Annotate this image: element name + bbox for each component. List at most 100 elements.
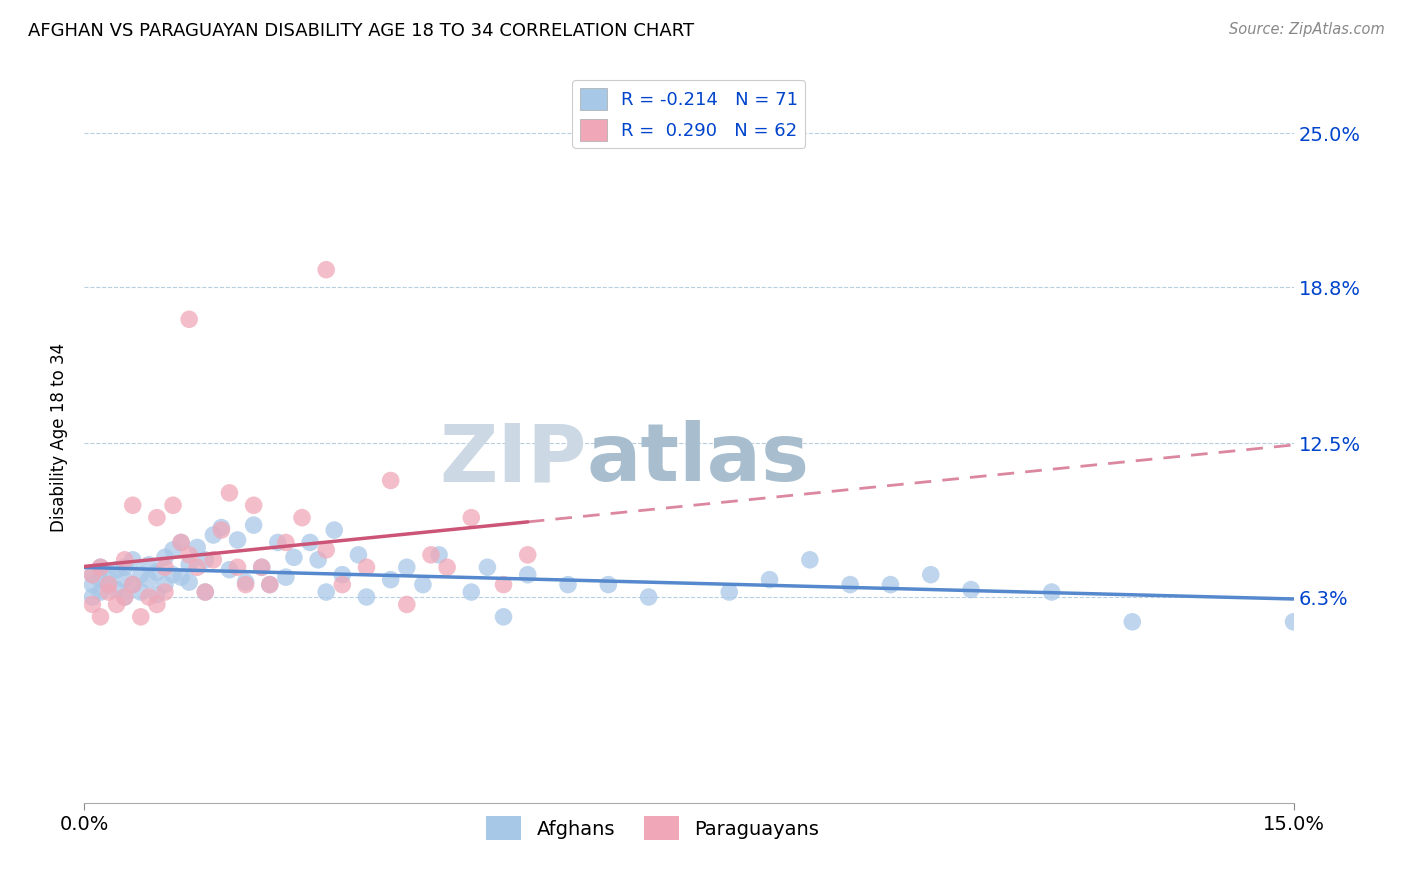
Point <box>330 567 353 582</box>
Point <box>492 610 515 624</box>
Point <box>146 510 169 524</box>
Point <box>799 553 821 567</box>
Point <box>138 573 160 587</box>
Point <box>114 573 136 587</box>
Point <box>226 533 249 547</box>
Point <box>315 262 337 277</box>
Point <box>226 560 249 574</box>
Point <box>718 585 741 599</box>
Point <box>299 535 322 549</box>
Point <box>259 577 281 591</box>
Point <box>920 567 942 582</box>
Point <box>1040 585 1063 599</box>
Point <box>129 610 152 624</box>
Point <box>97 577 120 591</box>
Point <box>477 560 499 574</box>
Point <box>97 577 120 591</box>
Point <box>259 577 281 591</box>
Point <box>557 577 579 591</box>
Point <box>97 567 120 582</box>
Point <box>82 590 104 604</box>
Point <box>97 585 120 599</box>
Point <box>186 541 208 555</box>
Point <box>114 553 136 567</box>
Point <box>274 570 297 584</box>
Text: ZIP: ZIP <box>439 420 586 498</box>
Point <box>839 577 862 591</box>
Point <box>235 575 257 590</box>
Point <box>242 518 264 533</box>
Point <box>114 560 136 574</box>
Point <box>598 577 620 591</box>
Text: AFGHAN VS PARAGUAYAN DISABILITY AGE 18 TO 34 CORRELATION CHART: AFGHAN VS PARAGUAYAN DISABILITY AGE 18 T… <box>28 22 695 40</box>
Point <box>960 582 983 597</box>
Point <box>170 535 193 549</box>
Point <box>129 585 152 599</box>
Point <box>170 570 193 584</box>
Point <box>1282 615 1305 629</box>
Point <box>380 474 402 488</box>
Point <box>179 575 201 590</box>
Point <box>395 598 418 612</box>
Text: atlas: atlas <box>586 420 810 498</box>
Point <box>153 550 176 565</box>
Point <box>121 498 143 512</box>
Point <box>274 535 297 549</box>
Point <box>380 573 402 587</box>
Point <box>179 548 201 562</box>
Point <box>146 565 169 579</box>
Point <box>758 573 780 587</box>
Point <box>194 585 217 599</box>
Point <box>82 598 104 612</box>
Point <box>283 550 305 565</box>
Point <box>179 312 201 326</box>
Point <box>250 560 273 574</box>
Point <box>138 590 160 604</box>
Point <box>162 567 184 582</box>
Point <box>146 588 169 602</box>
Point <box>291 510 314 524</box>
Point <box>412 577 434 591</box>
Point <box>209 523 232 537</box>
Point <box>105 582 128 597</box>
Point <box>194 553 217 567</box>
Point <box>202 528 225 542</box>
Point <box>420 548 443 562</box>
Point <box>356 590 378 604</box>
Point <box>516 548 538 562</box>
Point <box>460 510 482 524</box>
Point <box>89 585 111 599</box>
Point <box>323 523 346 537</box>
Point <box>162 542 184 557</box>
Point <box>89 573 111 587</box>
Point <box>356 560 378 574</box>
Point <box>89 610 111 624</box>
Point <box>162 498 184 512</box>
Point <box>129 567 152 582</box>
Point <box>114 590 136 604</box>
Point <box>460 585 482 599</box>
Point <box>82 577 104 591</box>
Point <box>436 560 458 574</box>
Legend: Afghans, Paraguayans: Afghans, Paraguayans <box>478 809 827 848</box>
Point <box>235 577 257 591</box>
Point <box>105 563 128 577</box>
Point <box>105 598 128 612</box>
Point <box>1121 615 1143 629</box>
Point <box>82 567 104 582</box>
Point <box>89 560 111 574</box>
Point <box>315 585 337 599</box>
Y-axis label: Disability Age 18 to 34: Disability Age 18 to 34 <box>51 343 69 532</box>
Point <box>114 590 136 604</box>
Point <box>637 590 659 604</box>
Point <box>202 553 225 567</box>
Point <box>153 577 176 591</box>
Point <box>153 585 176 599</box>
Point <box>395 560 418 574</box>
Point <box>330 577 353 591</box>
Point <box>179 558 201 572</box>
Point <box>516 567 538 582</box>
Point <box>121 577 143 591</box>
Point <box>267 535 290 549</box>
Point <box>879 577 901 591</box>
